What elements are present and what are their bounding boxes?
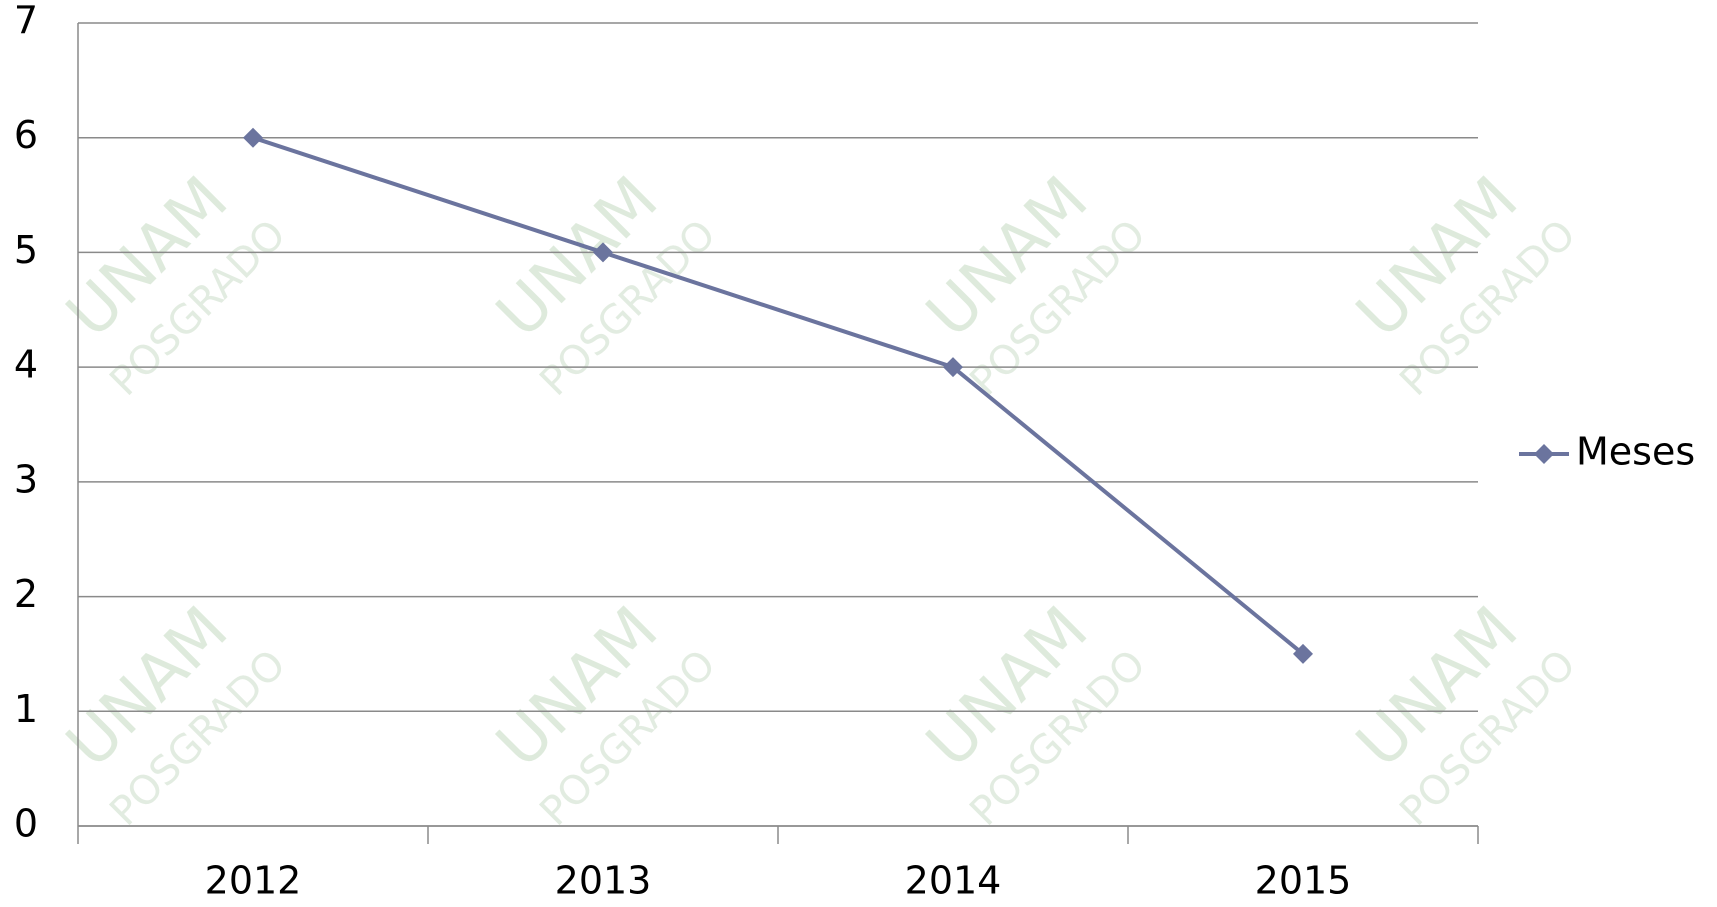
y-tick-label: 2: [14, 572, 38, 616]
x-tick-label: 2013: [555, 859, 652, 903]
series-line: [252, 135, 1305, 656]
legend-label: Meses: [1576, 430, 1695, 474]
point-marker: [593, 242, 613, 263]
point-marker: [943, 357, 963, 378]
x-tick-label: 2014: [905, 859, 1002, 903]
y-tick-label: 6: [14, 113, 38, 157]
point-marker: [243, 127, 263, 148]
y-tick-label: 7: [14, 0, 38, 43]
y-tick-label: 5: [14, 228, 38, 272]
y-tick-label: 0: [14, 802, 38, 846]
y-tick-label: 4: [14, 343, 38, 387]
point-marker: [1293, 643, 1313, 664]
y-tick-label: 1: [14, 687, 38, 731]
x-tick-label: 2015: [1255, 859, 1352, 903]
y-tick-label: 3: [14, 457, 38, 501]
legend-marker: [1534, 444, 1554, 464]
x-tick-label: 2012: [205, 859, 302, 903]
